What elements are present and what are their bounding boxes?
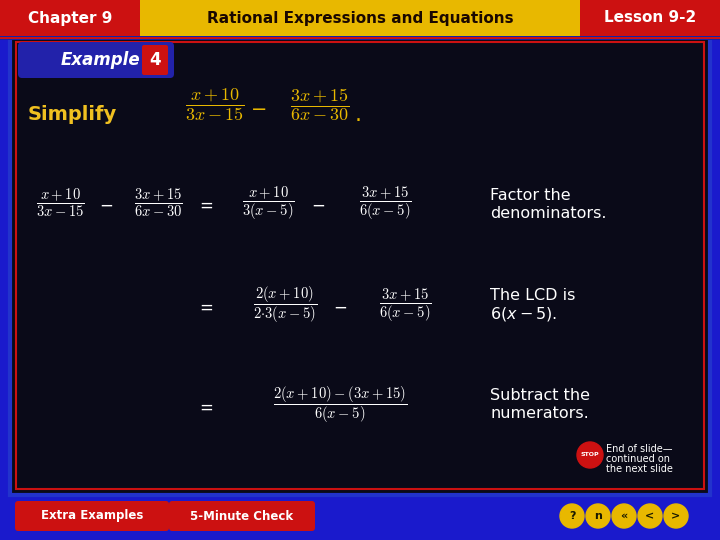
Text: >: > <box>671 511 680 521</box>
FancyBboxPatch shape <box>15 501 169 531</box>
Bar <box>12 38 708 493</box>
Text: $\dfrac{2(x+10)}{2{\cdot}3(x-5)}$: $\dfrac{2(x+10)}{2{\cdot}3(x-5)}$ <box>253 285 317 325</box>
Text: $\dfrac{3x+15}{6(x-5)}$: $\dfrac{3x+15}{6(x-5)}$ <box>359 184 411 222</box>
Bar <box>0 500 720 540</box>
Text: Factor the: Factor the <box>490 188 571 204</box>
Text: numerators.: numerators. <box>490 407 589 422</box>
Circle shape <box>577 442 603 468</box>
Text: Lesson 9-2: Lesson 9-2 <box>604 10 696 25</box>
Text: .: . <box>354 105 361 125</box>
Text: Simplify: Simplify <box>28 105 117 125</box>
FancyBboxPatch shape <box>142 45 168 75</box>
Text: $\dfrac{x+10}{3(x-5)}$: $\dfrac{x+10}{3(x-5)}$ <box>242 184 294 222</box>
Bar <box>0 36 720 40</box>
Text: $=$: $=$ <box>197 196 214 214</box>
Text: Example: Example <box>60 51 140 69</box>
Text: $\dfrac{x+10}{3x-15}$: $\dfrac{x+10}{3x-15}$ <box>36 187 84 219</box>
Text: Subtract the: Subtract the <box>490 388 590 403</box>
Text: ?: ? <box>569 511 575 521</box>
Text: the next slide: the next slide <box>606 464 673 474</box>
Circle shape <box>638 504 662 528</box>
Circle shape <box>664 504 688 528</box>
Text: $-$: $-$ <box>311 196 325 214</box>
Text: $-$: $-$ <box>333 298 347 316</box>
Text: Chapter 9: Chapter 9 <box>28 10 112 25</box>
Text: denominators.: denominators. <box>490 206 606 221</box>
FancyBboxPatch shape <box>18 42 174 78</box>
Text: $-$: $-$ <box>99 196 113 214</box>
Text: The LCD is: The LCD is <box>490 288 575 303</box>
Circle shape <box>560 504 584 528</box>
Text: Rational Expressions and Equations: Rational Expressions and Equations <box>207 10 513 25</box>
Bar <box>0 37 720 39</box>
FancyBboxPatch shape <box>169 501 315 531</box>
Text: $\dfrac{3x+15}{6x-30}$: $\dfrac{3x+15}{6x-30}$ <box>134 187 182 219</box>
Text: $\dfrac{x+10}{3x-15}$: $\dfrac{x+10}{3x-15}$ <box>185 87 245 123</box>
Text: End of slide—: End of slide— <box>606 444 672 454</box>
Text: $\dfrac{3x+15}{6(x-5)}$: $\dfrac{3x+15}{6(x-5)}$ <box>379 286 431 324</box>
FancyBboxPatch shape <box>0 0 140 36</box>
Text: <: < <box>645 511 654 521</box>
Bar <box>0 0 720 36</box>
Text: $\dfrac{2(x+10)-(3x+15)}{6(x-5)}$: $\dfrac{2(x+10)-(3x+15)}{6(x-5)}$ <box>273 384 408 426</box>
Circle shape <box>586 504 610 528</box>
FancyBboxPatch shape <box>580 0 720 36</box>
Text: $=$: $=$ <box>197 298 214 316</box>
Text: Extra Examples: Extra Examples <box>41 510 143 523</box>
Text: STOP: STOP <box>581 453 599 457</box>
Text: $6(x - 5).$: $6(x - 5).$ <box>490 305 557 323</box>
Bar <box>16 42 704 489</box>
Bar <box>10 36 710 495</box>
Text: «: « <box>621 511 628 521</box>
Circle shape <box>612 504 636 528</box>
Text: n: n <box>594 511 602 521</box>
Text: continued on: continued on <box>606 454 670 464</box>
Text: $=$: $=$ <box>197 398 214 416</box>
Text: 4: 4 <box>149 51 161 69</box>
Text: $-$: $-$ <box>250 98 266 117</box>
Text: 5-Minute Check: 5-Minute Check <box>190 510 294 523</box>
Text: $\dfrac{3x+15}{6x-30}$: $\dfrac{3x+15}{6x-30}$ <box>290 87 350 123</box>
